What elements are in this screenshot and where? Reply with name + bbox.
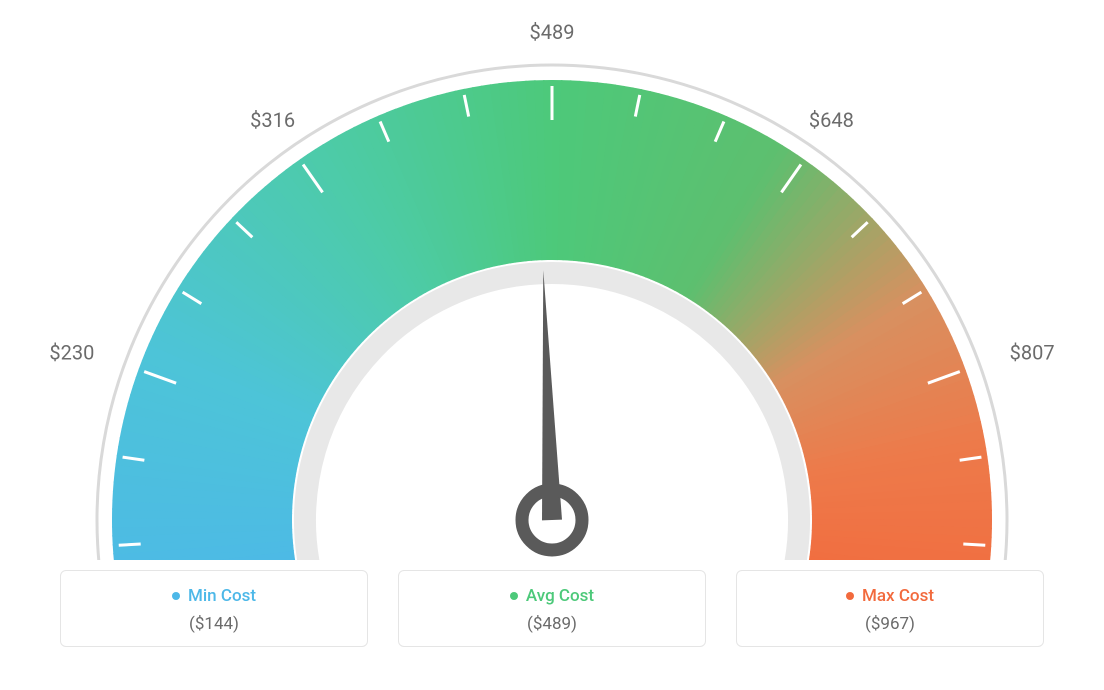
tick-label: $316: [250, 108, 295, 132]
legend-value-avg: ($489): [409, 614, 695, 634]
tick-label: $489: [530, 20, 575, 44]
gauge-chart: $144$230$316$489$648$807$967: [0, 0, 1104, 560]
gauge-needle: [542, 270, 562, 520]
legend-card-max: Max Cost ($967): [736, 570, 1044, 647]
gauge-svg: $144$230$316$489$648$807$967: [0, 0, 1104, 560]
legend-card-min: Min Cost ($144): [60, 570, 368, 647]
legend-row: Min Cost ($144) Avg Cost ($489) Max Cost…: [0, 570, 1104, 647]
legend-card-avg: Avg Cost ($489): [398, 570, 706, 647]
tick-label: $807: [1010, 340, 1055, 364]
legend-value-max: ($967): [747, 614, 1033, 634]
legend-label-avg: Avg Cost: [510, 586, 594, 606]
legend-value-min: ($144): [71, 614, 357, 634]
tick-label: $230: [49, 340, 94, 364]
legend-label-min: Min Cost: [172, 586, 256, 606]
legend-label-max: Max Cost: [846, 586, 934, 606]
tick-label: $648: [809, 108, 854, 132]
